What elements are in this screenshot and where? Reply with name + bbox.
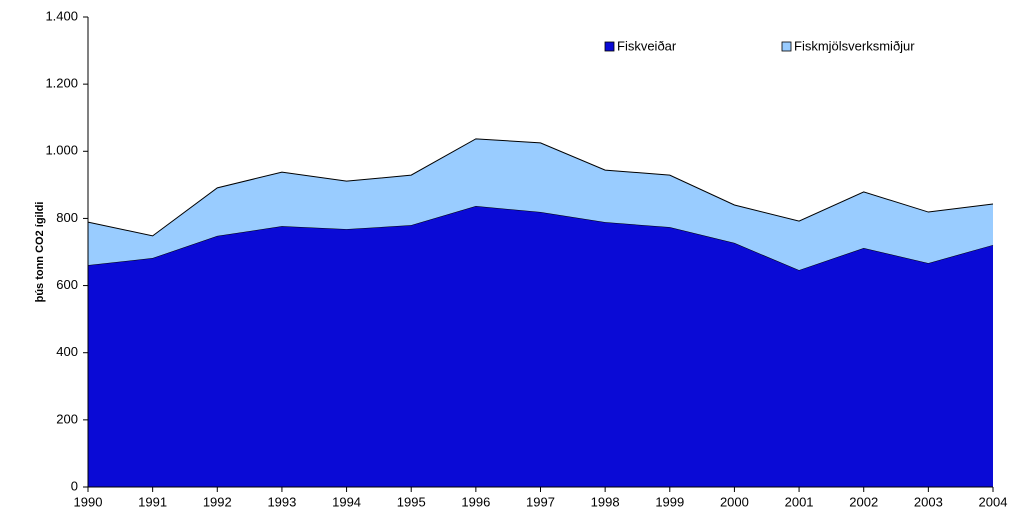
- y-axis-label: þús tonn CO2 ígildi: [34, 202, 46, 303]
- y-tick-label: 400: [56, 344, 78, 359]
- x-tick-label: 1992: [203, 494, 232, 509]
- legend-label: Fiskveiðar: [617, 38, 677, 53]
- legend-swatch: [781, 41, 792, 52]
- x-tick-label: 1998: [591, 494, 620, 509]
- area: [88, 138, 993, 271]
- x-tick-label: 1994: [332, 494, 361, 509]
- legend-swatch: [604, 41, 615, 52]
- x-tick-label: 1999: [655, 494, 684, 509]
- area-outline: [87, 138, 994, 237]
- y-tick-label: 800: [56, 210, 78, 225]
- x-tick-label: 1997: [526, 494, 555, 509]
- x-tick-label: 2001: [785, 494, 814, 509]
- x-tick-label: 2004: [979, 494, 1008, 509]
- x-tick-label: 1995: [397, 494, 426, 509]
- y-tick-label: 600: [56, 277, 78, 292]
- y-tick-label: 1.200: [45, 76, 78, 91]
- y-tick-label: 1.400: [45, 8, 78, 23]
- x-tick-label: 2000: [720, 494, 749, 509]
- x-tick-label: 1991: [138, 494, 167, 509]
- legend-label: Fiskmjölsverksmiðjur: [794, 38, 915, 53]
- x-tick-label: 1996: [461, 494, 490, 509]
- x-tick-label: 1993: [267, 494, 296, 509]
- y-tick-label: 1.000: [45, 143, 78, 158]
- y-tick-label: 0: [71, 478, 78, 493]
- x-tick-label: 2002: [849, 494, 878, 509]
- x-tick-label: 1990: [74, 494, 103, 509]
- y-tick-label: 200: [56, 411, 78, 426]
- area: [88, 206, 993, 487]
- x-tick-label: 2003: [914, 494, 943, 509]
